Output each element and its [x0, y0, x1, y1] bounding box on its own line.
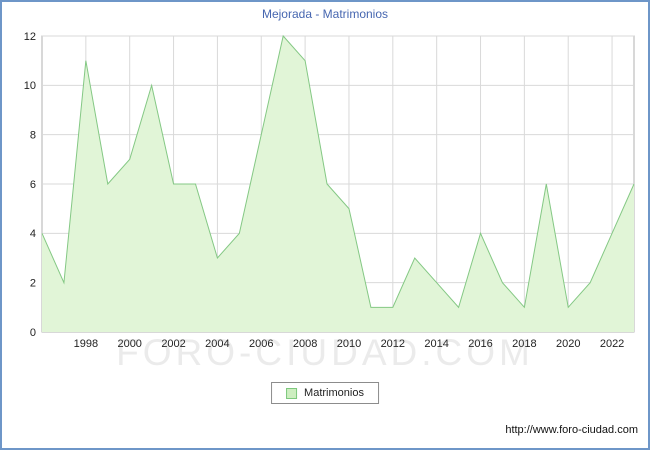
svg-text:2014: 2014 [424, 338, 448, 350]
chart-canvas: 0 2 4 6 8 10 12 1998 2000 2002 2004 2006 2008 2010 201… [2, 26, 650, 366]
svg-text:10: 10 [24, 80, 36, 92]
svg-text:2: 2 [30, 278, 36, 290]
legend-swatch-icon [286, 387, 298, 399]
svg-text:6: 6 [30, 179, 36, 191]
svg-text:8: 8 [30, 130, 36, 142]
svg-text:2020: 2020 [556, 338, 580, 350]
svg-text:2010: 2010 [337, 338, 361, 350]
svg-text:2004: 2004 [205, 338, 229, 350]
svg-text:1998: 1998 [74, 338, 98, 350]
chart-title: Mejorada - Matrimonios [261, 7, 389, 21]
area-chart-svg: 0 2 4 6 8 10 12 1998 2000 2002 2004 2006 2008 2010 201… [24, 31, 635, 350]
svg-text:2022: 2022 [600, 338, 624, 350]
chart-legend: Matrimonios [271, 382, 379, 404]
svg-text:2018: 2018 [512, 338, 536, 350]
source-url-link[interactable]: http://www.foro-ciudad.com [505, 424, 638, 436]
svg-text:2000: 2000 [117, 338, 141, 350]
svg-text:2016: 2016 [468, 338, 492, 350]
svg-text:4: 4 [30, 228, 36, 240]
svg-text:0: 0 [30, 327, 36, 339]
svg-text:2008: 2008 [293, 338, 317, 350]
legend-label: Matrimonios [304, 387, 364, 399]
svg-text:2012: 2012 [381, 338, 405, 350]
svg-text:2006: 2006 [249, 338, 273, 350]
svg-text:12: 12 [24, 31, 36, 43]
svg-text:2002: 2002 [161, 338, 185, 350]
